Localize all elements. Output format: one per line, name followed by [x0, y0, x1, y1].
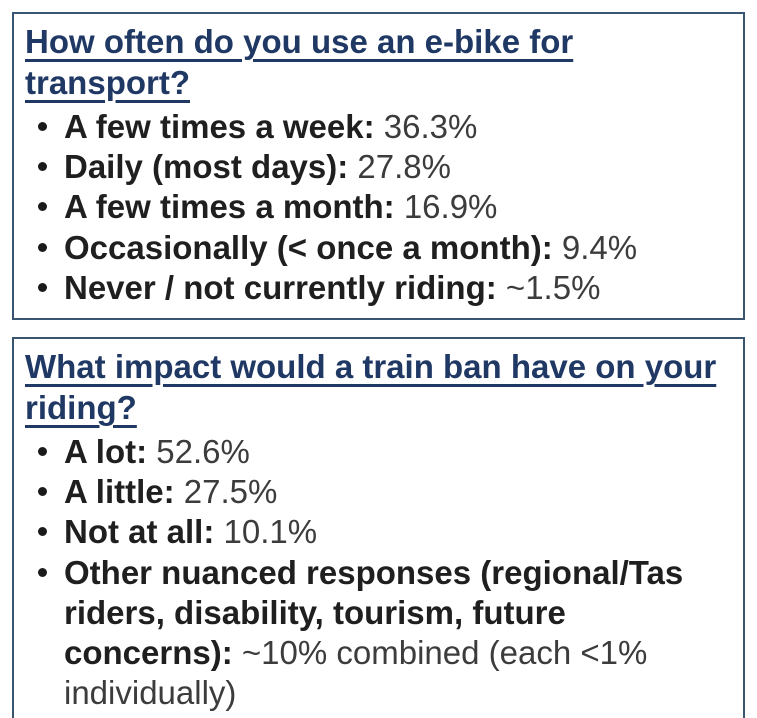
list-item: Daily (most days): 27.8% [24, 147, 733, 187]
answer-value: 52.6% [156, 432, 250, 470]
bullet-icon [38, 162, 47, 172]
answer-label: Daily (most days): [64, 148, 349, 186]
list-item: Not at all: 10.1% [24, 512, 733, 552]
answer-label: A little: [64, 473, 175, 511]
answer-label: Never / not currently riding: [64, 268, 497, 306]
bullet-icon [38, 527, 47, 537]
answer-value: 9.4% [561, 228, 638, 266]
list-item: Other nuanced responses (regional/Tas ri… [24, 553, 733, 714]
answer-value: 16.9% [403, 188, 498, 226]
list-item: Occasionally (< once a month): 9.4% [24, 228, 733, 268]
answer-label: Other nuanced responses (regional/Tas ri… [64, 553, 684, 672]
list-item: A lot: 52.6% [24, 432, 733, 472]
answer-value: 10.1% [223, 513, 318, 551]
answer-value: 27.8% [357, 148, 451, 186]
answer-value: 27.5% [183, 473, 278, 511]
bullet-icon [38, 567, 47, 577]
list-item: A few times a month: 16.9% [24, 187, 733, 227]
bullet-icon [38, 487, 47, 497]
answer-label: Occasionally (< once a month): [64, 228, 553, 266]
bullet-icon [38, 446, 47, 456]
answer-label: A few times a month: [64, 188, 395, 226]
survey-panel-train-ban-impact: What impact would a train ban have on yo… [12, 337, 745, 718]
question-heading: How often do you use an e-bike for trans… [25, 23, 574, 101]
question-heading: What impact would a train ban have on yo… [25, 348, 717, 426]
bullet-icon [38, 242, 47, 252]
answer-label: Not at all: [64, 513, 215, 551]
list-item: A few times a week: 36.3% [24, 107, 733, 147]
list-item: A little: 27.5% [24, 472, 733, 512]
answer-list: A lot: 52.6% A little: 27.5% Not at all:… [24, 432, 733, 714]
answer-value: ~10% combined (each <1% individually) [64, 634, 648, 712]
list-item: Never / not currently riding: ~1.5% [24, 268, 733, 308]
survey-panel-frequency: How often do you use an e-bike for trans… [12, 12, 745, 321]
answer-value: 36.3% [383, 107, 478, 145]
bullet-icon [38, 282, 47, 292]
answer-list: A few times a week: 36.3% Daily (most da… [24, 107, 733, 308]
bullet-icon [38, 121, 47, 131]
answer-label: A few times a week: [64, 107, 375, 145]
answer-value: ~1.5% [505, 268, 601, 306]
bullet-icon [38, 202, 47, 212]
answer-label: A lot: [64, 432, 148, 470]
